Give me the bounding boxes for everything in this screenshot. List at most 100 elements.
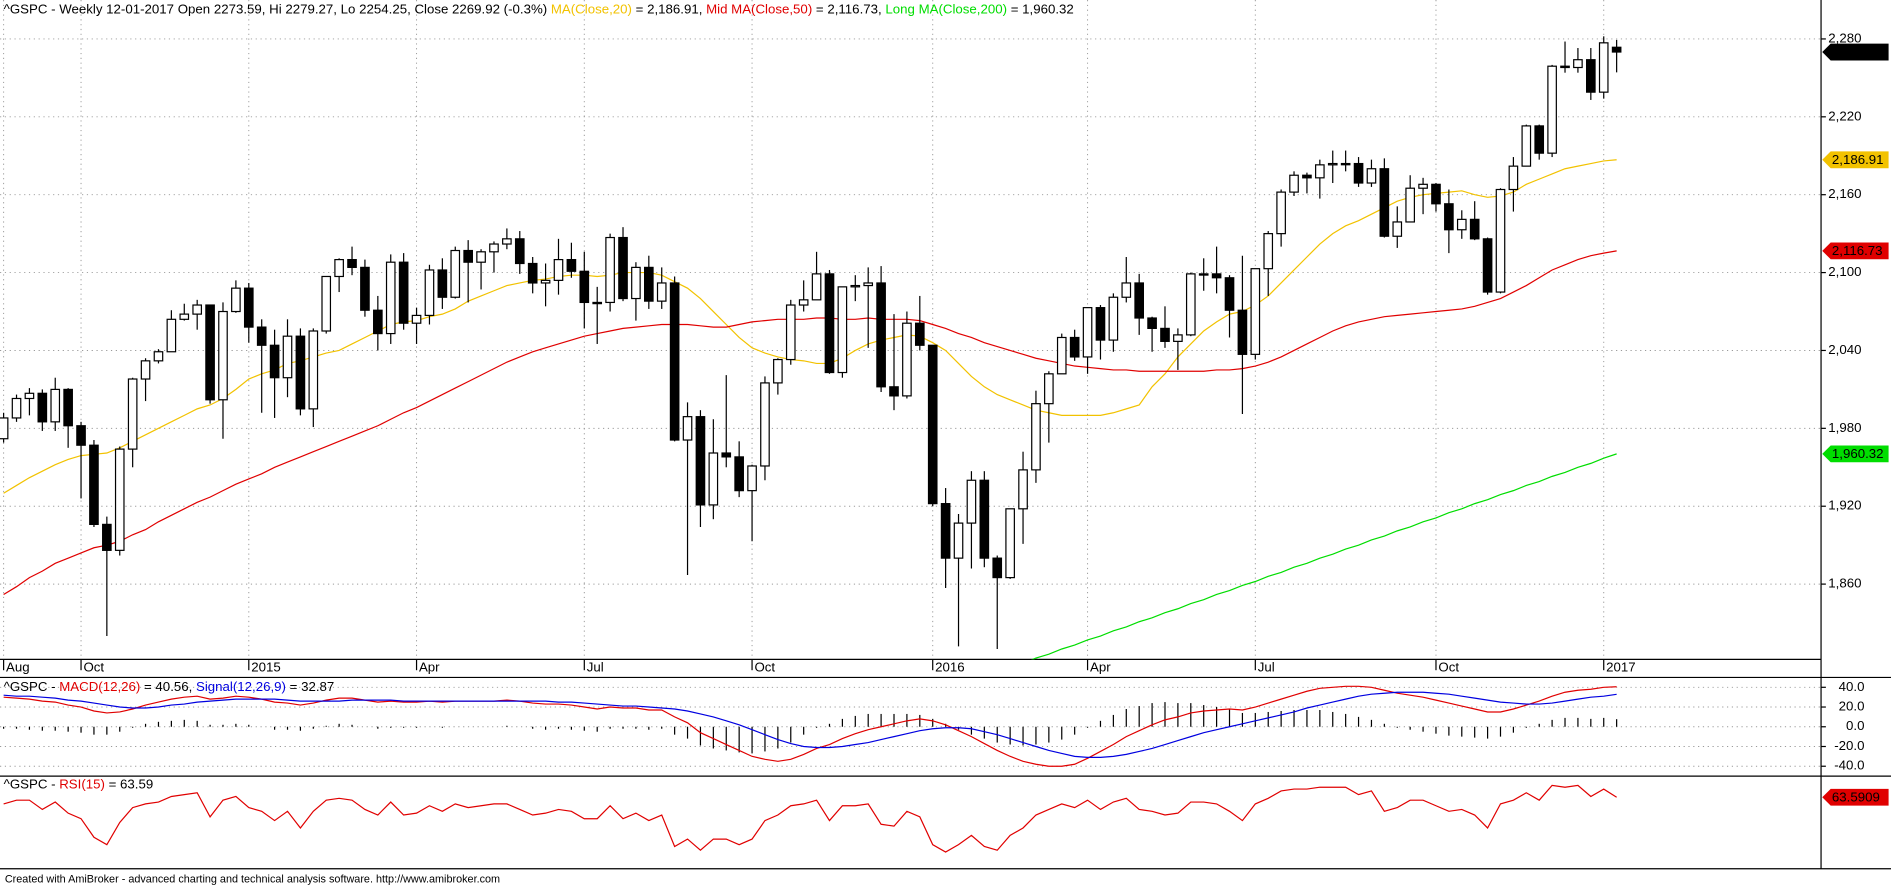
candle-body — [308, 330, 319, 410]
candle-body — [334, 258, 344, 278]
legend-name: Signal(12,26,9) — [196, 679, 286, 694]
candle-body — [1379, 168, 1390, 237]
candle-body — [953, 522, 964, 559]
candle-body — [850, 284, 861, 288]
candle-body — [979, 479, 990, 559]
candle-body — [1185, 273, 1196, 336]
price-tag — [1822, 151, 1889, 169]
candle-body — [1534, 125, 1545, 154]
x-tick-label: Apr — [1090, 659, 1111, 674]
candle-body — [824, 273, 835, 374]
price-tag-label: 2,116.73 — [1832, 243, 1883, 258]
price-tag-label: 63.5909 — [1832, 789, 1880, 804]
rsi-legend: ^GSPC - RSI(15) = 63.59 — [4, 776, 154, 791]
candle-body — [127, 378, 138, 450]
panel-title: ^GSPC - — [4, 776, 60, 791]
candle-body — [11, 397, 22, 419]
candle-body — [863, 282, 874, 287]
candle-body — [295, 335, 306, 410]
price-tag-label: 2,269.92 — [1832, 44, 1884, 59]
candle-body — [1340, 162, 1351, 166]
candle-body — [463, 249, 473, 263]
indicator-line — [3, 691, 1617, 758]
candle-body — [398, 261, 409, 324]
indicator-line — [3, 685, 1617, 767]
candle-body — [1573, 59, 1583, 69]
legend-name: MA(Close,20) — [551, 1, 632, 16]
candle-body — [721, 452, 732, 458]
candle-body — [1586, 59, 1596, 93]
legend-value: = 40.56, — [140, 679, 196, 694]
candle-body — [76, 425, 86, 446]
candle-body — [1263, 233, 1274, 270]
candle-body — [747, 465, 757, 492]
candle-body — [0, 417, 9, 440]
legend-value: = 32.87 — [286, 679, 334, 694]
price-legend: ^GSPC - Weekly 12-01-2017 Open 2273.59, … — [4, 1, 1074, 16]
candle-body — [1276, 191, 1286, 235]
candle-body — [605, 236, 615, 304]
legend-name: RSI(15) — [59, 776, 105, 791]
legend-value: = 1,960.32 — [1007, 1, 1074, 16]
y-tick-label: 0.0 — [1846, 718, 1864, 733]
x-tick-label: Apr — [419, 659, 440, 674]
candle-body — [231, 287, 241, 313]
candle-body — [450, 249, 461, 298]
candle-body — [1134, 282, 1145, 319]
legend-value: = 2,186.91, — [632, 1, 706, 16]
x-tick-label: 2016 — [935, 659, 965, 674]
candle-body — [992, 557, 1003, 579]
candle-body — [489, 243, 499, 253]
candle-body — [656, 282, 667, 302]
price-tag — [1822, 788, 1889, 806]
candle-body — [760, 382, 770, 467]
y-tick-label: 1,980 — [1828, 420, 1861, 435]
candle-body — [102, 523, 112, 551]
candle-body — [63, 388, 73, 427]
candle-body — [385, 261, 396, 335]
candle-body — [1302, 174, 1312, 179]
legend-name: MACD(12,26) — [59, 679, 140, 694]
price-tag-label: 2,186.91 — [1832, 152, 1884, 167]
indicator-line — [3, 784, 1617, 853]
candle-body — [889, 386, 899, 397]
candle-body — [708, 452, 719, 506]
x-tick-label: Oct — [1438, 659, 1459, 674]
candle-body — [114, 448, 125, 551]
price-tag — [1822, 242, 1889, 260]
candle-body — [1044, 373, 1054, 405]
y-tick-label: 40.0 — [1839, 679, 1865, 694]
candle-body — [373, 309, 383, 335]
candle-body — [424, 269, 435, 317]
candle-body — [631, 266, 641, 300]
marks: Aug Oct 2015 Apr Jul Oct 2016 Apr Jul Oct 2017 1,86… — [0, 0, 1889, 853]
legend-name: Mid MA(Close,50) — [706, 1, 812, 16]
candle-body — [1095, 307, 1106, 341]
macd-legend: ^GSPC - MACD(12,26) = 40.56, Signal(12,2… — [4, 679, 335, 694]
candle-body — [502, 238, 512, 245]
candle-body — [1005, 508, 1015, 579]
candle-body — [579, 270, 590, 304]
candle-body — [837, 286, 848, 374]
y-tick-label: 2,040 — [1828, 342, 1861, 357]
indicator-line — [3, 250, 1617, 595]
candle-body — [798, 299, 809, 306]
candle-body — [360, 266, 370, 311]
candle-body — [1069, 336, 1080, 358]
candle-body — [179, 313, 190, 320]
candle-body — [243, 287, 254, 328]
x-tick-label: Jul — [1258, 659, 1275, 674]
candle-body — [966, 479, 977, 524]
candle-body — [476, 251, 486, 263]
x-tick-label: Jul — [587, 659, 604, 674]
x-tick-label: 2017 — [1606, 659, 1636, 674]
candle-body — [902, 322, 912, 397]
candle-body — [876, 282, 886, 388]
candle-body — [1289, 174, 1299, 193]
candle-body — [514, 238, 525, 265]
panel-title: ^GSPC - — [4, 679, 60, 694]
candle-body — [218, 310, 228, 401]
candle-body — [1056, 336, 1067, 375]
candle-body — [1508, 165, 1519, 191]
candle-body — [927, 344, 938, 505]
